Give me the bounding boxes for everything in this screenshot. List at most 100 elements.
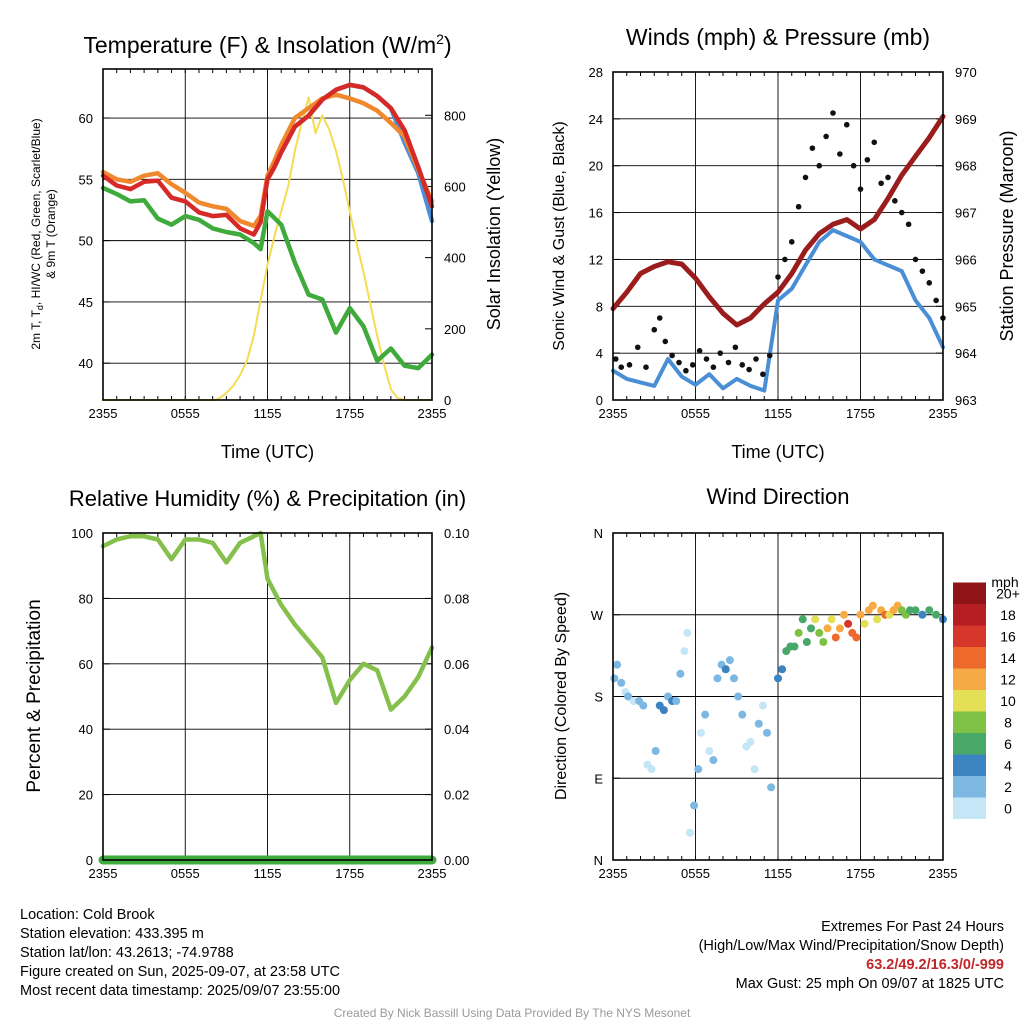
gust-point bbox=[823, 133, 829, 140]
direction-point bbox=[709, 756, 718, 765]
y2-tick-label: 966 bbox=[955, 252, 977, 267]
colorbar-swatch bbox=[953, 668, 986, 690]
y-tick-label: 50 bbox=[79, 234, 93, 249]
gust-point bbox=[898, 209, 905, 216]
x-tick-label: 2355 bbox=[89, 406, 118, 421]
y-tick-label: S bbox=[594, 690, 603, 705]
direction-point bbox=[823, 624, 832, 633]
y-tick-label: 60 bbox=[79, 657, 93, 672]
gust-point bbox=[843, 121, 850, 128]
direction-point bbox=[730, 674, 738, 683]
colorbar-label: 4 bbox=[1004, 757, 1012, 773]
y-axis-label: Percent & Precipitation bbox=[24, 599, 45, 792]
x-tick-label: 2355 bbox=[418, 866, 447, 881]
colorbar-swatch bbox=[953, 776, 986, 798]
direction-point bbox=[798, 615, 807, 624]
direction-point bbox=[827, 615, 836, 624]
colorbar-swatch bbox=[953, 604, 986, 626]
gust-point bbox=[676, 359, 682, 366]
y-tick-label: 60 bbox=[79, 111, 93, 126]
x-tick-label: 1755 bbox=[335, 406, 364, 421]
direction-point bbox=[617, 678, 626, 687]
x-tick-label: 2355 bbox=[929, 406, 958, 421]
y-tick-label: 80 bbox=[79, 591, 93, 606]
colorbar-label: 14 bbox=[1000, 650, 1016, 666]
direction-point bbox=[680, 647, 689, 656]
direction-point bbox=[819, 638, 828, 646]
direction-point bbox=[734, 692, 743, 701]
series-line bbox=[100, 530, 435, 712]
y2-tick-label: 967 bbox=[955, 206, 977, 221]
colorbar-swatch bbox=[953, 711, 986, 733]
created-text: Figure created on Sun, 2025-09-07, at 23… bbox=[20, 964, 340, 980]
direction-point bbox=[811, 615, 820, 624]
colorbar-label: 0 bbox=[1004, 800, 1012, 816]
direction-point bbox=[738, 710, 747, 719]
direction-point bbox=[815, 628, 824, 637]
extremes-values: 63.2/49.2/16.3/0/-999 bbox=[866, 957, 1004, 973]
direction-point bbox=[694, 765, 703, 774]
y-tick-label: 45 bbox=[79, 295, 93, 310]
x-axis-label: Time (UTC) bbox=[221, 442, 314, 462]
direction-point bbox=[721, 665, 730, 674]
gust-point bbox=[689, 362, 696, 368]
x-tick-label: 1155 bbox=[764, 866, 792, 881]
series-line bbox=[610, 114, 946, 328]
y2-tick-label: 970 bbox=[955, 65, 977, 80]
chart-title: Wind Direction bbox=[706, 484, 849, 509]
direction-point bbox=[852, 633, 861, 642]
credit-text: Created By Nick Bassill Using Data Provi… bbox=[333, 1006, 691, 1020]
colorbar-label: 18 bbox=[1000, 607, 1016, 623]
direction-point bbox=[790, 642, 799, 651]
y2-tick-label: 969 bbox=[955, 112, 977, 127]
gust-point bbox=[732, 344, 739, 351]
y-axis-label-line2: & 9m T (Orange) bbox=[44, 189, 58, 279]
gust-point bbox=[905, 221, 912, 228]
x-tick-label: 1155 bbox=[764, 406, 792, 421]
x-tick-label: 0555 bbox=[171, 866, 200, 881]
gust-point bbox=[760, 371, 766, 378]
chart-title: Relative Humidity (%) & Precipitation (i… bbox=[69, 486, 466, 511]
gust-point bbox=[926, 280, 933, 286]
y2-tick-label: 0.02 bbox=[444, 788, 469, 803]
gust-point bbox=[710, 364, 717, 371]
direction-point bbox=[690, 801, 699, 810]
gust-point bbox=[634, 344, 641, 351]
y2-tick-label: 0.00 bbox=[444, 853, 469, 868]
y-axis-label-sub: d bbox=[35, 305, 45, 310]
y2-axis-label: Station Pressure (Maroon) bbox=[997, 130, 1017, 341]
colorbar-swatch bbox=[953, 797, 986, 819]
colorbar-swatch bbox=[953, 647, 986, 669]
station-info: Location: Cold Brook Station elevation: … bbox=[20, 906, 340, 1001]
y-tick-label: E bbox=[594, 771, 603, 786]
direction-point bbox=[873, 615, 881, 624]
y-tick-label: 4 bbox=[596, 346, 603, 361]
direction-point bbox=[831, 633, 840, 642]
gust-point bbox=[703, 356, 710, 362]
y2-tick-label: 0.08 bbox=[444, 591, 469, 606]
y-tick-label: 8 bbox=[596, 299, 603, 314]
gust-point bbox=[795, 203, 802, 210]
direction-point bbox=[794, 628, 803, 637]
gust-point bbox=[919, 268, 926, 274]
x-tick-label: 2355 bbox=[929, 866, 958, 881]
direction-point bbox=[754, 719, 763, 728]
recent-data-text: Most recent data timestamp: 2025/09/07 2… bbox=[20, 983, 341, 999]
x-tick-label: 0555 bbox=[171, 406, 200, 421]
direction-point bbox=[647, 765, 656, 774]
direction-point bbox=[624, 692, 633, 701]
extremes-info: Extremes For Past 24 Hours (High/Low/Max… bbox=[699, 918, 1004, 994]
gust-point bbox=[816, 162, 823, 169]
y-tick-label: 0 bbox=[86, 853, 93, 868]
direction-point bbox=[639, 701, 648, 710]
direction-point bbox=[835, 624, 844, 633]
direction-point bbox=[868, 601, 877, 610]
colorbar: mph 0 2 4 6 8 10 12 14 16 18 20+ bbox=[953, 574, 1020, 819]
gust-point bbox=[837, 151, 843, 157]
colorbar-label: 10 bbox=[1000, 693, 1016, 709]
direction-point bbox=[758, 701, 767, 710]
gust-point bbox=[662, 338, 669, 345]
direction-point bbox=[676, 669, 685, 678]
gust-point bbox=[683, 367, 689, 374]
